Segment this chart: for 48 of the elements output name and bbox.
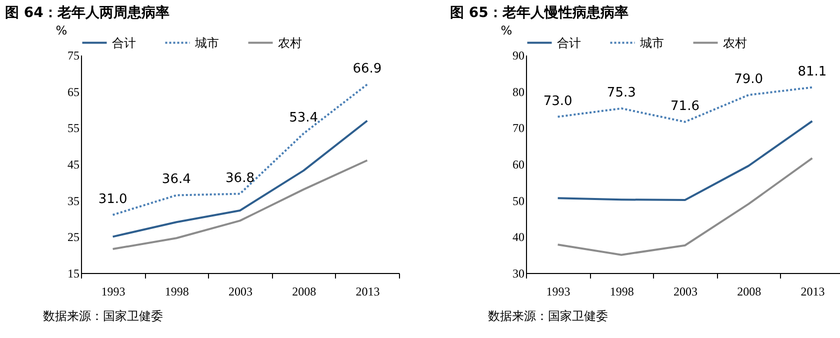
source-note: 数据来源：国家卫健委 [43,309,163,323]
data-label: 71.6 [670,98,700,114]
x-tick-label: 1998 [610,284,634,298]
y-tick-label: 55 [68,121,80,136]
legend-label: 城市 [194,36,219,50]
data-label: 73.0 [543,94,572,109]
y-tick-label: 70 [512,121,524,136]
data-label: 75.3 [606,85,636,100]
y-tick-label: 45 [68,158,80,172]
data-label: 36.8 [226,170,254,186]
legend-label: 合计 [557,36,581,50]
y-tick-label: 35 [68,194,80,208]
y-tick-label: 60 [512,158,524,172]
data-label: 53.4 [289,110,318,126]
x-tick-label: 2008 [737,284,762,298]
y-tick-label: 65 [68,84,80,99]
source-note: 数据来源：国家卫健委 [488,309,608,323]
y-axis-title: % [500,24,512,38]
x-tick-label: 1993 [101,284,126,298]
chart-title: 图 64：老年人两周患病率 [5,4,170,21]
y-axis-title: % [56,24,68,38]
x-tick-label: 2003 [228,284,252,298]
x-tick-label: 1993 [546,284,570,298]
y-tick-label: 50 [512,194,524,208]
y-tick-label: 15 [68,266,80,280]
x-tick-label: 2013 [800,284,825,298]
legend-label: 农村 [278,36,302,50]
legend-label: 城市 [639,36,664,50]
line-series [556,157,814,256]
data-label: 66.9 [352,61,382,76]
x-tick-label: 2003 [674,284,698,298]
x-tick-label: 2013 [356,284,380,298]
legend-label: 合计 [112,36,136,50]
data-label: 79.0 [734,72,764,87]
x-tick-label: 1998 [164,284,189,298]
legend-label: 农村 [723,36,747,50]
data-label: 36.4 [162,172,191,188]
data-label: 81.1 [798,64,827,80]
chart-title: 图 65：老年人慢性病患病率 [450,4,628,21]
data-label: 31.0 [98,192,128,207]
y-tick-label: 75 [68,48,80,62]
line-series [556,120,814,201]
x-tick-label: 2008 [292,284,316,298]
y-tick-label: 40 [512,230,524,244]
y-tick-label: 25 [68,230,80,244]
y-tick-label: 80 [512,84,524,99]
y-tick-label: 90 [512,48,524,62]
y-tick-label: 30 [512,266,524,280]
